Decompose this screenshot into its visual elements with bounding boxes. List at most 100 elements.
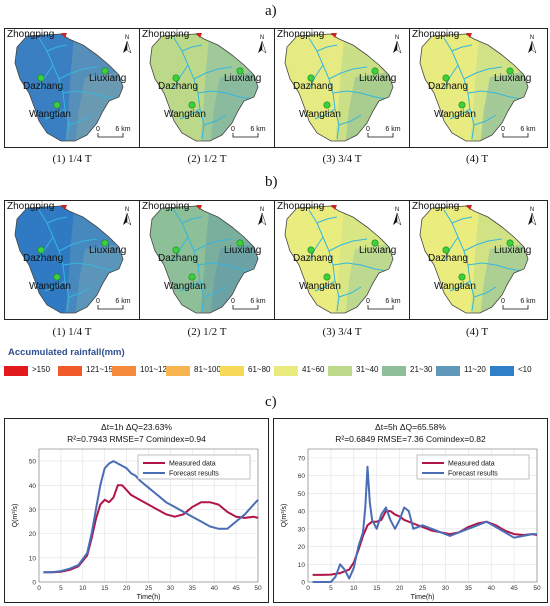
river-line — [443, 236, 459, 262]
scale-bar — [97, 305, 124, 310]
river-line — [451, 216, 473, 224]
river-line — [473, 114, 497, 126]
place-label-liuxiang: Liuxiang — [89, 73, 126, 84]
outlet-marker — [466, 205, 472, 210]
legend-label: <10 — [518, 365, 532, 374]
scale-distance-label: 6 km — [115, 126, 130, 133]
x-tick-label: 15 — [373, 585, 381, 592]
caption-b-1: (1) 1/4 T — [52, 326, 92, 338]
river-line — [449, 108, 471, 120]
scale-zero-label: 0 — [96, 126, 100, 133]
x-tick-label: 10 — [350, 585, 358, 592]
x-tick-label: 30 — [167, 585, 175, 592]
river-line — [193, 238, 233, 252]
place-label-liuxiang: Liuxiang — [494, 73, 531, 84]
station-dot — [442, 74, 450, 82]
station-dot — [506, 239, 514, 247]
x-tick-label: 20 — [123, 585, 131, 592]
station-dot — [371, 239, 379, 247]
legend-label: 41~60 — [302, 365, 325, 374]
rainfall-legend: >150 121~150 101~120 81~100 61~80 41~60 31~40 2… — [4, 363, 548, 379]
basin-outline — [419, 205, 529, 314]
river-line — [332, 90, 388, 100]
caption-a-3: (3) 3/4 T — [322, 153, 362, 165]
series-line — [312, 465, 537, 583]
place-label-wangtian: Wangtian — [29, 109, 71, 120]
station-dot — [458, 101, 466, 109]
place-label-dazhang: Dazhang — [293, 81, 333, 92]
place-label-liuxiang: Liuxiang — [89, 245, 126, 256]
scale-bar — [232, 133, 259, 138]
chart-title-line2: R²=0.6849 RMSE=7.36 Comindex=0.82 — [335, 434, 486, 444]
north-arrow-icon — [531, 40, 537, 54]
north-arrow-icon — [531, 212, 537, 226]
scale-zero-label: 0 — [96, 298, 100, 305]
map-svg: Zhongping Dazhang Liuxiang Wangtian N 0 6 km — [142, 201, 267, 314]
rainfall-map-a-3: Zhongping Dazhang Liuxiang Wangtian N 0 6 km — [275, 29, 410, 147]
outlet-marker — [331, 33, 337, 38]
outlet-marker — [331, 205, 337, 210]
scale-distance-label: 6 km — [115, 298, 130, 305]
river-line — [332, 262, 388, 272]
chart-title-line1: Δt=1h ΔQ=23.63% — [101, 422, 172, 432]
basin-outline — [14, 33, 124, 142]
legend-label: >150 — [32, 365, 51, 374]
place-label-liuxiang: Liuxiang — [359, 245, 396, 256]
scale-distance-label: 6 km — [520, 298, 535, 305]
legend-entry: Forecast results — [448, 471, 498, 478]
station-dot — [307, 74, 315, 82]
river-line — [467, 262, 523, 272]
place-label-dazhang: Dazhang — [23, 253, 63, 264]
x-tick-label: 35 — [189, 585, 197, 592]
legend-swatch — [490, 366, 514, 376]
caption-b-3: (3) 3/4 T — [322, 326, 362, 338]
x-tick-label: 40 — [488, 585, 496, 592]
legend-swatch — [58, 366, 82, 376]
river-line — [173, 236, 189, 262]
x-tick-label: 35 — [465, 585, 473, 592]
station-dot — [458, 273, 466, 281]
river-line — [443, 209, 475, 312]
station-dot — [172, 246, 180, 254]
legend-label: 81~100 — [194, 365, 221, 374]
river-line — [338, 286, 362, 298]
legend-entry: Measured data — [448, 461, 495, 468]
north-label: N — [530, 35, 534, 41]
x-tick-label: 5 — [59, 585, 63, 592]
river-line — [443, 37, 475, 140]
legend-label: 101~120 — [140, 365, 172, 374]
station-dot — [37, 74, 45, 82]
north-arrow-icon — [393, 41, 397, 53]
place-label-wangtian: Wangtian — [434, 109, 476, 120]
scale-bar — [502, 133, 529, 138]
x-tick-label: 30 — [442, 585, 450, 592]
north-label: N — [530, 207, 534, 213]
chart-title-line1: Δt=5h ΔQ=65.58% — [375, 422, 446, 432]
station-dot — [323, 273, 331, 281]
rainfall-map-b-1: Zhongping Dazhang Liuxiang Wangtian N 0 6 km — [5, 201, 140, 319]
river-line — [463, 238, 503, 252]
x-axis-label: Time(h) — [411, 594, 435, 601]
outlet-marker — [61, 205, 67, 210]
basin-outline — [149, 205, 259, 314]
river-line — [38, 37, 70, 140]
legend-swatch — [4, 366, 28, 376]
place-label-dazhang: Dazhang — [428, 253, 468, 264]
river-line — [308, 64, 324, 90]
legend-title: Accumulated rainfall(mm) — [8, 347, 125, 358]
place-label-dazhang: Dazhang — [158, 253, 198, 264]
x-tick-label: 50 — [254, 585, 262, 592]
place-label-liuxiang: Liuxiang — [224, 245, 261, 256]
north-label: N — [395, 35, 399, 41]
north-arrow-icon — [528, 213, 532, 225]
y-tick-label: 10 — [29, 555, 37, 562]
chart-legend — [416, 454, 530, 480]
river-line — [38, 236, 54, 262]
north-arrow-icon — [258, 213, 262, 225]
river-line — [68, 114, 92, 126]
river-line — [68, 286, 92, 298]
station-dot — [53, 273, 61, 281]
north-arrow-icon — [396, 212, 402, 226]
station-dot — [442, 246, 450, 254]
river-line — [473, 286, 497, 298]
